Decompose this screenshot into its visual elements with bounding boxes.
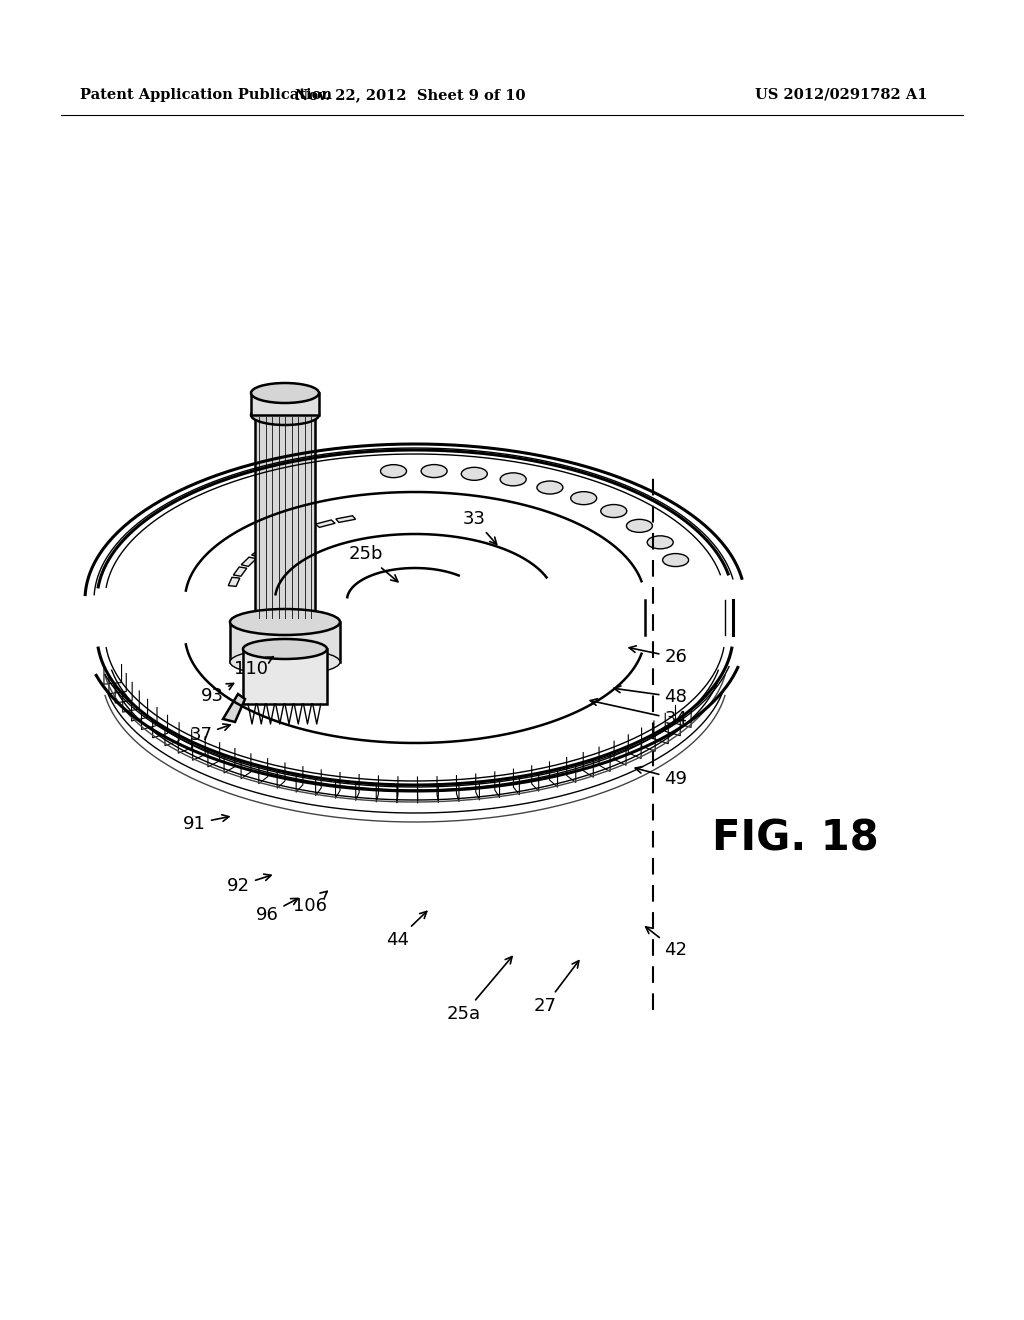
Ellipse shape [663,553,688,566]
Text: 26: 26 [629,645,687,667]
Polygon shape [242,557,256,566]
Ellipse shape [601,504,627,517]
Ellipse shape [537,480,563,494]
Polygon shape [280,532,298,540]
Polygon shape [233,568,247,577]
Text: 33: 33 [463,510,497,544]
Text: 93: 93 [201,684,233,705]
Text: 27: 27 [534,961,579,1015]
Text: FIG. 18: FIG. 18 [712,817,879,859]
Ellipse shape [500,473,526,486]
Ellipse shape [243,639,327,659]
Text: US 2012/0291782 A1: US 2012/0291782 A1 [755,88,928,102]
Text: Nov. 22, 2012  Sheet 9 of 10: Nov. 22, 2012 Sheet 9 of 10 [295,88,525,102]
Text: 92: 92 [227,874,271,895]
Ellipse shape [461,467,487,480]
Text: 42: 42 [646,927,687,960]
Text: Patent Application Publication: Patent Application Publication [80,88,332,102]
Text: 37: 37 [189,723,230,744]
Polygon shape [315,520,335,528]
Polygon shape [251,393,319,414]
Polygon shape [223,694,245,722]
Text: 48: 48 [613,686,687,706]
Text: 34: 34 [590,698,687,729]
Text: 106: 106 [293,891,328,915]
Polygon shape [243,649,327,704]
Ellipse shape [230,649,340,675]
Ellipse shape [255,614,315,626]
Polygon shape [228,577,240,586]
Ellipse shape [421,465,447,478]
Text: 110: 110 [233,656,273,678]
Text: 49: 49 [635,767,687,788]
Polygon shape [255,414,315,620]
Ellipse shape [251,383,319,403]
Text: 96: 96 [256,899,298,924]
Polygon shape [264,540,283,548]
Text: 44: 44 [386,911,427,949]
Text: 25b: 25b [348,545,398,582]
Text: 91: 91 [183,814,229,833]
Ellipse shape [381,465,407,478]
Polygon shape [252,548,268,557]
Polygon shape [230,622,340,663]
Polygon shape [336,516,355,523]
Ellipse shape [647,536,673,549]
Ellipse shape [570,491,597,504]
Text: 25a: 25a [446,957,512,1023]
Ellipse shape [251,405,319,425]
Ellipse shape [230,609,340,635]
Ellipse shape [627,519,652,532]
Polygon shape [297,525,315,533]
